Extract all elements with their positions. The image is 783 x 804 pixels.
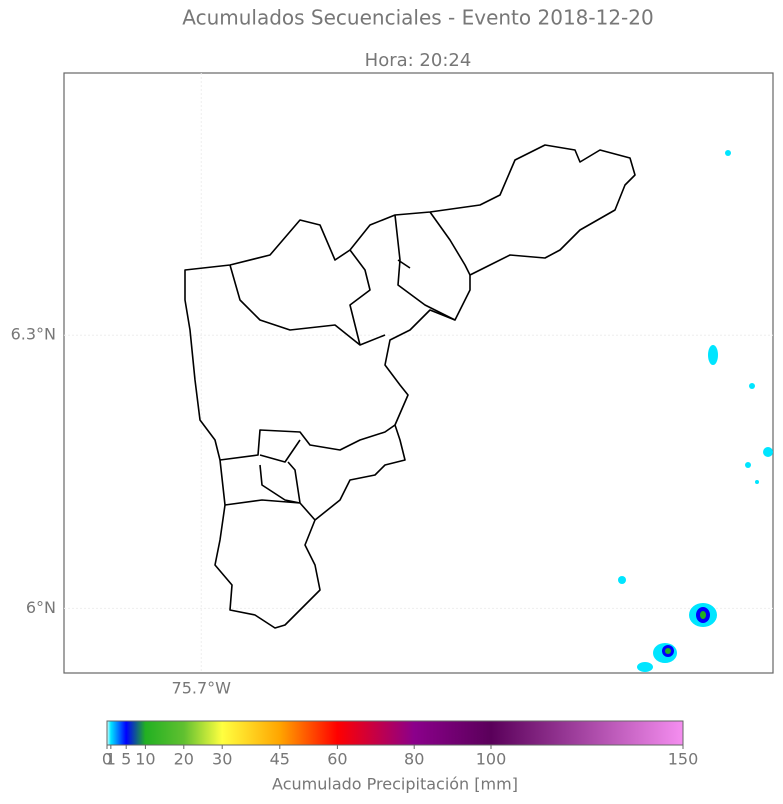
rain-cell: [763, 447, 773, 457]
region-outline: [184, 144, 636, 629]
municipal-lines: [219, 211, 471, 521]
colorbar-label: Acumulado Precipitación [mm]: [272, 775, 518, 794]
colorbar-tick-label: 60: [327, 750, 347, 769]
rain-cell: [700, 611, 706, 619]
precipitation: [618, 150, 773, 672]
colorbar-tick-label: 20: [174, 750, 194, 769]
lat-tick-label: 6.3°N: [11, 325, 56, 344]
colorbar-tick-label: 30: [212, 750, 232, 769]
lon-tick-label: 75.7°W: [172, 679, 232, 698]
rain-cell: [708, 345, 718, 365]
lat-tick-label: 6°N: [26, 598, 56, 617]
colorbar-tick-label: 5: [121, 750, 131, 769]
colorbar-tick-label: 0: [102, 750, 112, 769]
colorbar-tick-label: 80: [404, 750, 424, 769]
colorbar-tick-label: 10: [135, 750, 155, 769]
subtitle: Hora: 20:24: [365, 50, 472, 71]
colorbar-tick-label: 45: [270, 750, 290, 769]
grid: [64, 73, 773, 673]
rain-cell: [749, 383, 755, 389]
map-frame: [63, 72, 774, 674]
colorbar-tick-label: 1: [106, 750, 116, 769]
boundaries: [184, 144, 636, 629]
rain-cell: [637, 662, 653, 672]
title: Acumulados Secuenciales - Evento 2018-12…: [182, 6, 653, 30]
colorbar: [106, 720, 684, 746]
rain-cell: [618, 576, 626, 584]
rain-cell: [755, 480, 759, 484]
rain-cell: [665, 648, 671, 654]
colorbar-ticks: 01 5 10 20 30 45 60 80 100 150: [102, 745, 698, 769]
axis-labels: 6.3°N 6°N 75.7°W: [11, 325, 232, 698]
rain-cell: [725, 150, 731, 156]
colorbar-tick-label: 100: [476, 750, 507, 769]
colorbar-tick-label: 150: [668, 750, 699, 769]
rain-cell: [745, 462, 751, 468]
